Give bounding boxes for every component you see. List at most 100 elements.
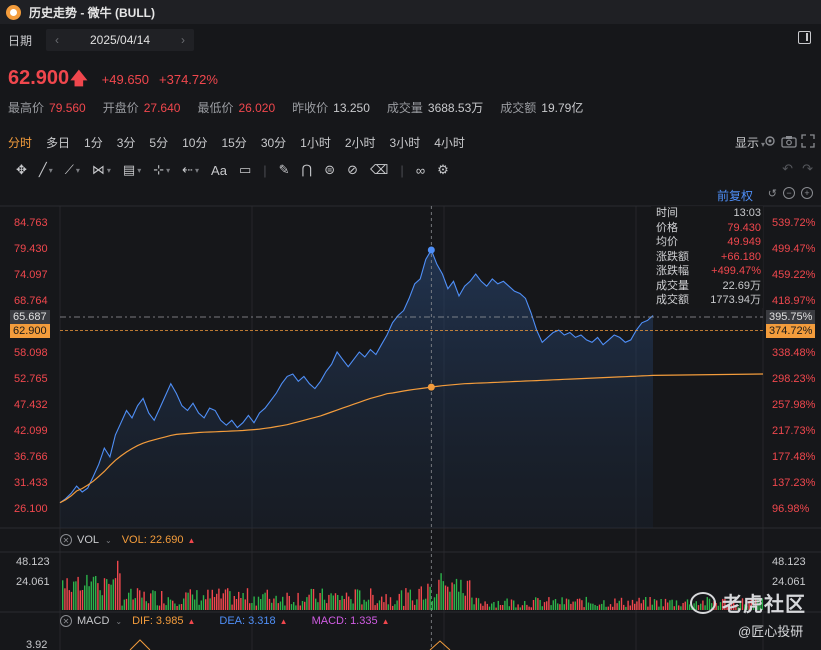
tab-timeframe[interactable]: 10分 [182, 135, 208, 150]
tab-timeframe[interactable]: 多日 [46, 135, 71, 150]
close-volume-icon[interactable]: ✕ [60, 534, 72, 546]
date-picker[interactable]: ‹ 2025/04/14 › [46, 29, 195, 51]
up-arrow-icon: 🡅 [70, 69, 88, 88]
zoom-out-icon[interactable]: − [783, 187, 795, 199]
volume-bar [686, 599, 689, 610]
display-label[interactable]: 显示 [734, 136, 759, 150]
volume-bar [431, 600, 433, 610]
measure-tool-icon[interactable]: ⊹ ▾ [153, 162, 171, 177]
volume-bar [605, 606, 607, 610]
crosshair-tool-icon[interactable]: ✥ [16, 162, 27, 177]
volume-bar [574, 601, 576, 610]
tooltip-row: 时间 13:03 [656, 206, 761, 221]
fib-tool-icon[interactable]: ▤ ▾ [122, 162, 142, 177]
volume-bar [519, 607, 521, 610]
toolbar-settings-icon[interactable]: ⚙ [437, 162, 449, 177]
tab-timeframe[interactable]: 分时 [8, 135, 33, 150]
prev-date-button[interactable]: ‹ [55, 33, 60, 47]
tab-timeframe[interactable]: 3小时 [389, 135, 421, 150]
volume-bar [460, 579, 462, 610]
y-axis-tick-left: 47.432 [14, 399, 48, 411]
tab-timeframe[interactable]: 2小时 [344, 135, 376, 150]
macd-chevron-icon[interactable]: ⌄ [115, 616, 123, 626]
note-tool-icon[interactable]: ▭ [238, 162, 252, 177]
text-tool-icon[interactable]: Aa [211, 162, 227, 178]
camera-icon[interactable] [781, 135, 797, 148]
volume-bar [84, 585, 86, 610]
volume-bar [218, 588, 220, 610]
volume-bar [741, 598, 744, 610]
date-value[interactable]: 2025/04/14 [89, 33, 151, 47]
tab-timeframe[interactable]: 15分 [221, 135, 247, 150]
volume-bar [341, 595, 343, 610]
app-logo-icon [6, 4, 21, 20]
volume-bar [576, 598, 579, 610]
y-axis-tick-right: 395.75% [766, 310, 816, 324]
stat-value: 26.020 [238, 101, 276, 115]
tab-timeframe[interactable]: 5分 [149, 135, 169, 150]
arrow-tool-icon[interactable]: ⇠ ▾ [182, 162, 200, 177]
lock-tool-icon[interactable]: ⊜ [324, 162, 336, 177]
hide-tool-icon[interactable]: ⊘ [347, 162, 359, 177]
pencil-tool-icon[interactable]: ✎ [278, 162, 290, 177]
volume-bar [110, 584, 112, 610]
volume-bar [350, 599, 352, 610]
price-adjust-button[interactable]: 前复权 [716, 189, 753, 203]
line-tool-icon[interactable]: ╱ ▾ [38, 162, 53, 177]
tab-timeframe[interactable]: 1分 [84, 135, 103, 150]
price-chart[interactable] [0, 204, 821, 650]
undo-icon[interactable]: ↶ [782, 161, 793, 176]
close-macd-icon[interactable]: ✕ [60, 615, 72, 627]
volume-bar [735, 605, 737, 610]
volume-bar [719, 602, 722, 610]
tab-timeframe[interactable]: 4小时 [434, 135, 465, 150]
macd-header: ✕ MACD ⌄ DIF: 3.985 ▲ DEA: 3.318 ▲ MACD:… [0, 613, 821, 629]
volume-bar [66, 578, 68, 610]
volume-bar [191, 594, 194, 610]
y-axis-tick-right: 499.47% [772, 243, 816, 255]
volume-bar [279, 601, 282, 610]
tooltip-row: 均价 49.949 [656, 235, 761, 250]
redo-icon[interactable]: ↷ [802, 161, 813, 176]
stat-item: 最高价 79.560 [8, 99, 86, 116]
next-date-button[interactable]: › [181, 33, 186, 47]
macd-indicator-label[interactable]: MACD [77, 615, 110, 627]
volume-bar [231, 604, 233, 610]
delete-tool-icon[interactable]: ⌫ [370, 162, 389, 177]
volume-chevron-icon[interactable]: ⌄ [105, 535, 112, 545]
volume-bar [535, 597, 537, 610]
volume-bar [227, 588, 229, 610]
sidebar-toggle-icon[interactable] [798, 31, 811, 44]
tab-timeframe[interactable]: 1小时 [300, 135, 331, 150]
volume-bar [433, 597, 436, 610]
tooltip-value: 13:03 [733, 207, 761, 219]
reset-icon[interactable]: ↺ [767, 188, 777, 200]
fullscreen-icon[interactable] [801, 134, 815, 148]
tab-timeframe[interactable]: 3分 [116, 135, 136, 150]
stat-value: 3688.53万 [427, 101, 484, 115]
volume-bar [627, 600, 629, 610]
pattern-tool-icon[interactable]: ⋈ ▾ [91, 162, 111, 177]
settings-gear-icon[interactable] [763, 134, 777, 148]
volume-up-icon: ▲ [187, 535, 196, 545]
volume-bar [717, 605, 719, 610]
volume-bar [579, 598, 581, 610]
stat-label: 昨收价 [292, 101, 329, 115]
price-line [59, 248, 654, 504]
display-menu-button[interactable]: 显示 ▾ [735, 134, 765, 151]
tooltip-key: 成交额 [656, 294, 689, 306]
zoom-in-icon[interactable]: + [801, 187, 813, 199]
stat-label: 最低价 [197, 101, 234, 115]
ray-tool-icon[interactable]: ⟋ ▾ [64, 162, 80, 177]
volume-bar [70, 591, 73, 610]
volume-bar [612, 606, 614, 610]
volume-bar [392, 605, 394, 610]
tab-timeframe[interactable]: 30分 [260, 135, 287, 150]
volume-bar [455, 578, 458, 610]
volume-bar [385, 594, 387, 610]
volume-bar [299, 605, 301, 610]
link-tool-icon[interactable]: ∞ [415, 162, 426, 178]
volume-indicator-label[interactable]: VOL [77, 534, 100, 546]
volume-bar [249, 603, 251, 610]
magnet-tool-icon[interactable]: ⋂ [301, 162, 313, 177]
